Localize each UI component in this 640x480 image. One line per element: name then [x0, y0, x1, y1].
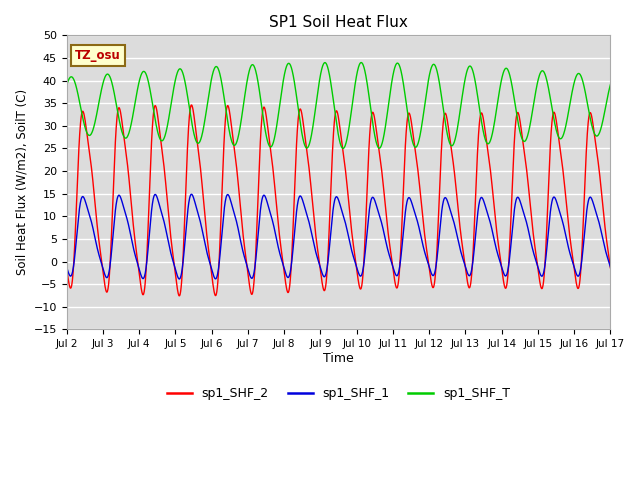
sp1_SHF_T	[357, 60, 365, 65]
Text: TZ_osu: TZ_osu	[75, 49, 120, 62]
sp1_SHF_2	[328, 168, 335, 173]
sp1_SHF_1	[328, 220, 335, 226]
sp1_SHF_T	[591, 132, 599, 138]
sp1_SHF_2	[591, 137, 599, 143]
sp1_SHF_T	[339, 145, 347, 151]
Legend: sp1_SHF_2, sp1_SHF_1, sp1_SHF_T: sp1_SHF_2, sp1_SHF_1, sp1_SHF_T	[162, 383, 515, 406]
sp1_SHF_T	[591, 132, 599, 137]
sp1_SHF_2	[175, 293, 183, 299]
sp1_SHF_T	[90, 122, 98, 128]
sp1_SHF_2	[314, 243, 321, 249]
X-axis label: Time: Time	[323, 352, 354, 365]
sp1_SHF_2	[492, 216, 499, 222]
sp1_SHF_2	[188, 102, 195, 108]
sp1_SHF_1	[314, 254, 321, 260]
sp1_SHF_2	[607, 265, 614, 271]
sp1_SHF_1	[591, 206, 599, 212]
sp1_SHF_T	[607, 82, 614, 87]
sp1_SHF_2	[63, 265, 70, 271]
sp1_SHF_2	[591, 135, 599, 141]
sp1_SHF_T	[492, 114, 499, 120]
sp1_SHF_1	[175, 276, 183, 282]
Title: SP1 Soil Heat Flux: SP1 Soil Heat Flux	[269, 15, 408, 30]
sp1_SHF_T	[63, 83, 70, 88]
Y-axis label: Soil Heat Flux (W/m2), SoilT (C): Soil Heat Flux (W/m2), SoilT (C)	[15, 89, 28, 276]
sp1_SHF_1	[607, 264, 614, 270]
sp1_SHF_2	[90, 194, 98, 200]
sp1_SHF_1	[492, 242, 499, 248]
Line: sp1_SHF_T: sp1_SHF_T	[67, 62, 611, 148]
Line: sp1_SHF_2: sp1_SHF_2	[67, 105, 611, 296]
sp1_SHF_1	[591, 207, 599, 213]
sp1_SHF_1	[63, 264, 70, 270]
Line: sp1_SHF_1: sp1_SHF_1	[67, 194, 611, 279]
sp1_SHF_T	[327, 82, 335, 87]
sp1_SHF_T	[313, 97, 321, 103]
sp1_SHF_1	[188, 192, 195, 197]
sp1_SHF_1	[90, 232, 98, 238]
